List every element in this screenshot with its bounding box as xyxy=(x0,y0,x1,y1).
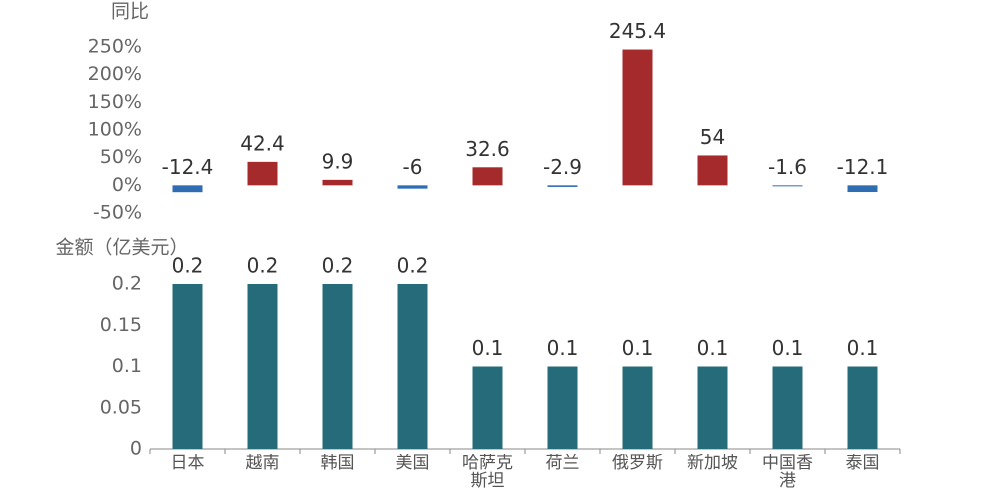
y-tick-label: 0.2 xyxy=(112,273,142,295)
x-tick-label-box: 哈萨克斯坦 xyxy=(462,454,513,491)
bar xyxy=(247,284,278,449)
bar xyxy=(697,155,728,186)
y-tick-label: -50% xyxy=(93,202,142,224)
y-tick-label: 0.15 xyxy=(100,314,142,336)
value-label: 0.1 xyxy=(847,336,879,360)
value-label: -12.1 xyxy=(837,155,889,179)
x-tick-label: 中国香港 xyxy=(762,454,813,491)
bar xyxy=(622,366,653,449)
bar xyxy=(397,185,428,189)
value-label: 0.1 xyxy=(472,336,504,360)
value-label: 54 xyxy=(700,125,725,149)
value-label: 0.2 xyxy=(322,254,354,278)
x-tick-label: 荷兰 xyxy=(545,454,580,473)
bar xyxy=(847,185,878,193)
bar xyxy=(322,284,353,449)
y-tick-label: 0.05 xyxy=(100,396,142,418)
y-tick-label: 250% xyxy=(88,36,142,58)
x-tick-label: 日本 xyxy=(170,454,205,473)
value-label: -1.6 xyxy=(768,155,807,179)
value-label: -6 xyxy=(403,155,423,179)
bar xyxy=(697,366,728,449)
x-tick-label: 新加坡 xyxy=(687,454,738,473)
bar xyxy=(472,366,503,449)
y-tick-label: 200% xyxy=(88,63,142,85)
x-tick-label-box: 韩国 xyxy=(320,454,355,473)
bar xyxy=(847,366,878,449)
value-label: 0.1 xyxy=(772,336,804,360)
value-label: 9.9 xyxy=(322,149,354,173)
y-axis-title: 金额（亿美元） xyxy=(55,237,188,259)
bar xyxy=(172,185,203,193)
y-tick-label: 0.1 xyxy=(112,355,142,377)
bar xyxy=(547,366,578,449)
bar xyxy=(172,284,203,449)
y-tick-label: 150% xyxy=(88,91,142,113)
bar xyxy=(772,366,803,449)
value-label: 0.1 xyxy=(547,336,579,360)
x-tick-label-box: 俄罗斯 xyxy=(612,454,663,473)
y-tick-label: 0% xyxy=(112,174,142,196)
value-label: -12.4 xyxy=(162,155,214,179)
value-label: 0.1 xyxy=(697,336,729,360)
bar xyxy=(322,179,353,186)
value-label: 245.4 xyxy=(609,19,666,43)
x-tick-label: 美国 xyxy=(395,454,430,473)
value-label: -2.9 xyxy=(543,155,582,179)
value-label: 0.1 xyxy=(622,336,654,360)
x-tick-label: 韩国 xyxy=(320,454,355,473)
value-label: 0.2 xyxy=(172,254,204,278)
bar xyxy=(472,167,503,186)
y-axis-title: 同比 xyxy=(111,1,149,23)
x-tick-label: 越南 xyxy=(245,454,280,473)
x-tick-label-box: 新加坡 xyxy=(687,454,738,473)
y-tick-label: 50% xyxy=(100,146,142,168)
x-tick-label-box: 越南 xyxy=(245,454,280,473)
value-label: 42.4 xyxy=(240,131,285,155)
x-tick-label-box: 荷兰 xyxy=(545,454,580,473)
x-tick-label-box: 中国香港 xyxy=(762,454,813,491)
bar xyxy=(622,49,653,186)
y-tick-label: 0 xyxy=(130,438,142,460)
value-label: 32.6 xyxy=(465,137,510,161)
value-label: 0.2 xyxy=(397,254,429,278)
y-tick-label: 100% xyxy=(88,119,142,141)
value-label: 0.2 xyxy=(247,254,279,278)
x-tick-label-box: 日本 xyxy=(170,454,205,473)
bar xyxy=(772,185,803,187)
x-tick-label-box: 泰国 xyxy=(845,454,880,473)
bar xyxy=(547,185,578,187)
bar xyxy=(247,161,278,186)
x-tick-label-box: 美国 xyxy=(395,454,430,473)
x-tick-label: 泰国 xyxy=(845,454,880,473)
bar xyxy=(397,284,428,449)
x-tick-label: 哈萨克斯坦 xyxy=(462,454,513,491)
x-tick-label: 俄罗斯 xyxy=(612,454,663,473)
